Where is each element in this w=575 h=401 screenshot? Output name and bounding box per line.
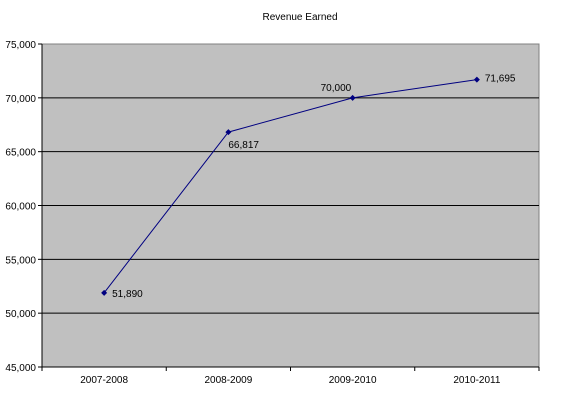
y-tick-label: 55,000 [5,255,36,266]
x-tick-label: 2008-2009 [204,375,252,386]
data-labels: 51,890 66,817 70,000 71,695 [112,74,516,300]
y-tick-label: 50,000 [5,309,36,320]
series-revenue [101,76,480,296]
x-tick-label: 2007-2008 [80,375,128,386]
y-tick-label: 45,000 [5,363,36,374]
y-tick-label: 70,000 [5,94,36,105]
gridlines [42,97,539,314]
data-point [101,289,108,296]
x-tick-label: 2009-2010 [329,375,377,386]
data-label: 51,890 [112,289,143,300]
y-tick-label: 75,000 [5,40,36,51]
data-point [473,76,480,83]
y-tick-label: 60,000 [5,202,36,213]
data-label: 71,695 [485,74,516,85]
y-tick-label: 65,000 [5,148,36,159]
chart-title: Revenue Earned [262,12,337,23]
data-point [349,94,356,101]
x-tick-label: 2010-2011 [453,375,501,386]
series-line [103,79,477,294]
data-point [225,129,232,136]
data-label: 66,817 [228,140,259,151]
data-label: 70,000 [321,83,352,94]
axes: 45,000 50,000 55,000 60,000 65,000 70,000 75,0… [5,40,540,386]
